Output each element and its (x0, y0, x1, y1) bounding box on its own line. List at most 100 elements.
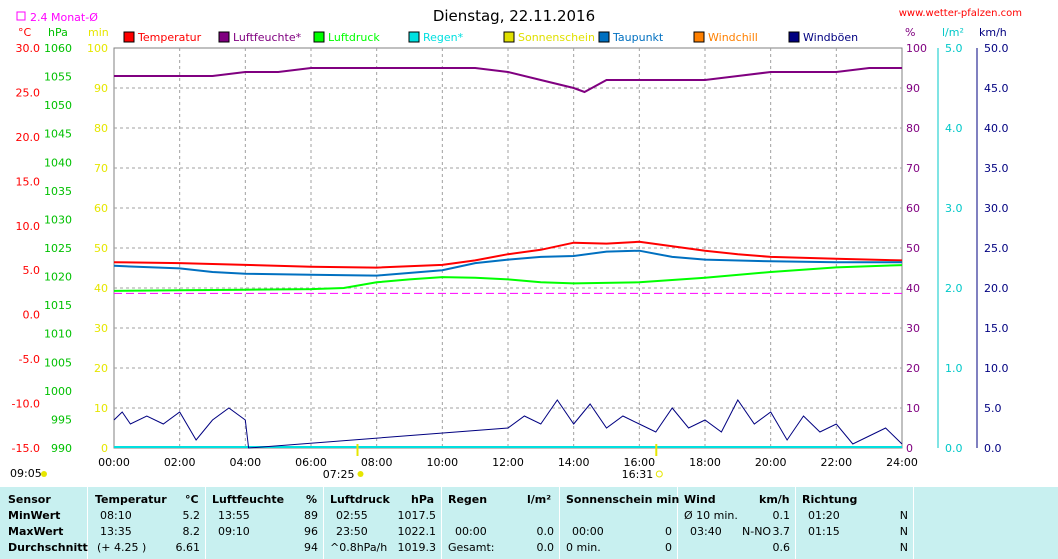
row-min-hum-time: 13:55 (218, 509, 250, 522)
pressure-tick: 1050 (44, 99, 72, 112)
sun-tick: 70 (94, 162, 108, 175)
row-max-label: MaxWert (8, 525, 64, 538)
legend-swatch (788, 31, 800, 43)
rain-tick: 1.0 (945, 362, 963, 375)
wind-tick: 45.0 (984, 82, 1009, 95)
row-max-dir-val: N (899, 525, 908, 538)
sun-tick: 100 (87, 42, 108, 55)
x-tick-label: 16:00 (623, 456, 655, 469)
hdr-dir: Richtung (802, 493, 858, 506)
row-max-temp-val: 8.2 (182, 525, 201, 538)
temp-tick: -10.0 (12, 398, 40, 411)
wind-tick: 40.0 (984, 122, 1009, 135)
row-max-wind-val: 3.7 (772, 525, 791, 538)
wind-tick: 0.0 (984, 442, 1002, 455)
row-max-rain-time: 00:00 (455, 525, 487, 538)
row-min-press-time: 02:55 (336, 509, 368, 522)
row-avg-hum-val: 94 (304, 541, 318, 554)
row-avg-dir-val: N (899, 541, 908, 554)
row-min-wind-val: 0.1 (772, 509, 791, 522)
chart-series (113, 67, 903, 456)
hdr-press-unit: hPa (411, 493, 435, 506)
humidity-tick: 10 (906, 402, 920, 415)
sunrise-label: 07:25 (323, 468, 355, 481)
sun-tick: 50 (94, 242, 108, 255)
legend-swatch (408, 31, 420, 43)
legend-swatch (598, 31, 610, 43)
row-min-press-val: 1017.5 (397, 509, 437, 522)
pressure-tick: 1000 (44, 385, 72, 398)
col-wind (677, 487, 796, 559)
temp-tick: 10.0 (16, 220, 41, 233)
wind-tick: 50.0 (984, 42, 1009, 55)
pressure-tick: 995 (51, 413, 72, 426)
hdr-temp-unit: °C (185, 493, 199, 506)
col-temperature (87, 487, 206, 559)
wind-tick: 15.0 (984, 322, 1009, 335)
row-avg-rain-time: Gesamt: (448, 541, 495, 554)
temp-tick: 20.0 (16, 131, 41, 144)
col-rain (441, 487, 560, 559)
row-min-hum-val: 89 (304, 509, 318, 522)
legend-label: Taupunkt (612, 31, 664, 44)
pressure-tick: 1025 (44, 242, 72, 255)
wind-tick: 35.0 (984, 162, 1009, 175)
sun-tick: 60 (94, 202, 108, 215)
hdr-sun: Sonnenschein min (566, 493, 680, 506)
chart-axes: 30.0 25.0 20.0 15.0 10.0 5.0 0.0 -5.0 -10.0 -15.0… (12, 42, 1009, 469)
row-avg-label: Durchschnitt (8, 541, 88, 554)
x-tick-label: 14:00 (558, 456, 590, 469)
hdr-wind: Wind (684, 493, 716, 506)
hdr-hum: Luftfeuchte (212, 493, 285, 506)
x-tick-label: 08:00 (361, 456, 393, 469)
x-tick-label: 10:00 (426, 456, 458, 469)
row-max-wind-time: 03:40 (690, 525, 722, 538)
wind-tick: 5.0 (984, 402, 1002, 415)
row-max-dir-time: 01:15 (808, 525, 840, 538)
legend-swatch (218, 31, 230, 43)
left-time-label: 09:05 (10, 467, 42, 480)
series-temperatur (113, 240, 903, 269)
chart-grid (113, 47, 903, 449)
row-max-temp-time: 13:35 (100, 525, 132, 538)
rain-tick: 4.0 (945, 122, 963, 135)
series-luftfeuchte (114, 67, 902, 94)
legend-label: Temperatur (137, 31, 202, 44)
row-avg-temp-val: 6.61 (175, 541, 201, 554)
pressure-tick: 1010 (44, 328, 72, 341)
row-min-label: MinWert (8, 509, 61, 522)
sunrise-icon (357, 471, 364, 477)
wind-tick: 30.0 (984, 202, 1009, 215)
series-luftdruck (113, 264, 903, 292)
temp-tick: 5.0 (23, 264, 41, 277)
left-time-icon (41, 471, 47, 477)
x-tick-label: 24:00 (886, 456, 918, 469)
sunset-label: 16:31 (622, 468, 654, 481)
x-tick-label: 00:00 (98, 456, 130, 469)
temp-tick: -5.0 (19, 353, 40, 366)
pressure-tick: 1005 (44, 356, 72, 369)
col-humidity (205, 487, 324, 559)
row-min-temp-val: 5.2 (182, 509, 201, 522)
humidity-tick: 60 (906, 202, 920, 215)
legend-swatch (123, 31, 135, 43)
rain-tick: 2.0 (945, 282, 963, 295)
sun-tick: 10 (94, 402, 108, 415)
row-max-sun-time: 00:00 (572, 525, 604, 538)
unit-right-2: km/h (979, 26, 1007, 39)
x-tick-label: 20:00 (755, 456, 787, 469)
row-avg-press-time: ^0.8hPa/h (330, 541, 388, 554)
pressure-tick: 1060 (44, 42, 72, 55)
col-sunshine (559, 487, 678, 559)
pressure-tick: 1020 (44, 271, 72, 284)
series-taupunkt (113, 249, 902, 277)
wind-tick: 25.0 (984, 242, 1009, 255)
temp-tick: 25.0 (16, 86, 41, 99)
sun-tick: 80 (94, 122, 108, 135)
legend-label: Windchill (708, 31, 758, 44)
pressure-tick: 1035 (44, 185, 72, 198)
monthly-avg-label: 2.4 Monat-Ø (30, 11, 98, 24)
row-min-temp-time: 08:10 (100, 509, 132, 522)
unit-left-2: min (88, 26, 109, 39)
rain-tick: 5.0 (945, 42, 963, 55)
